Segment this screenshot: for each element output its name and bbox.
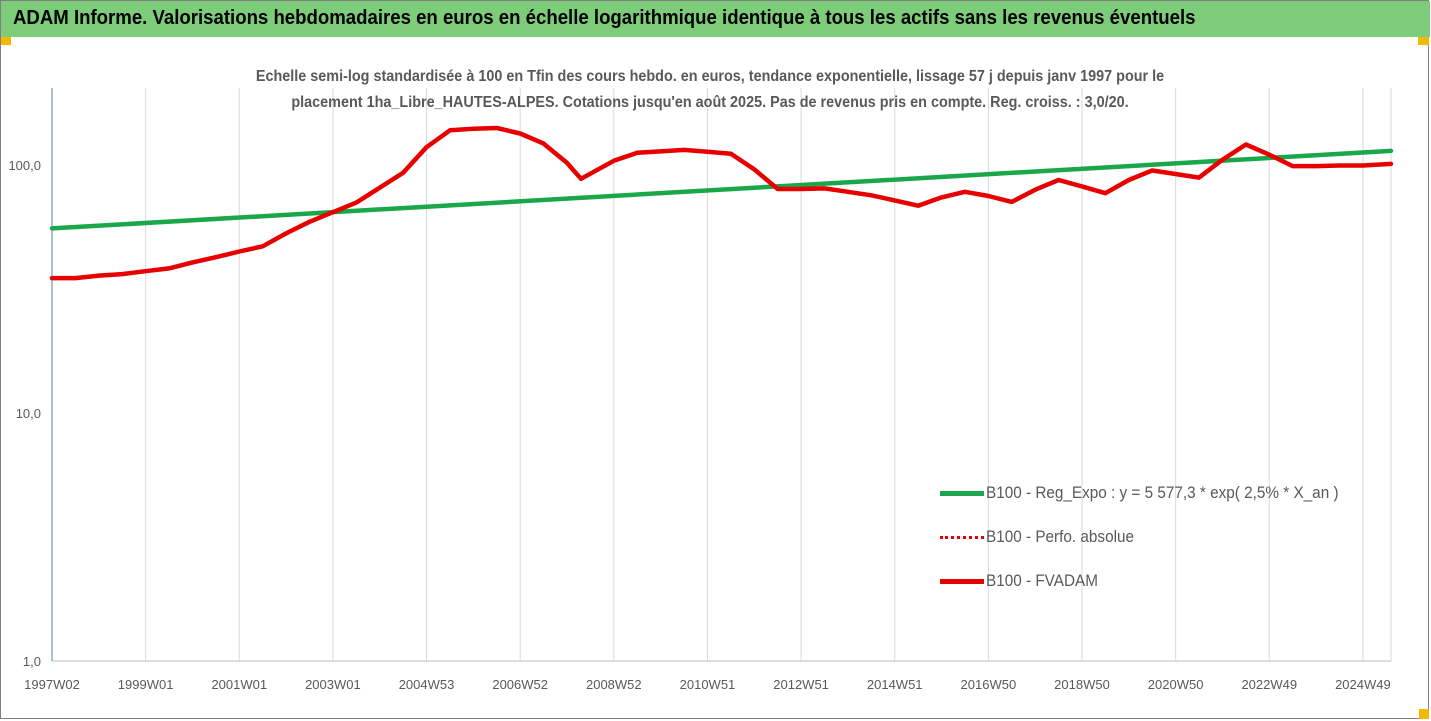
corner-accent-bottom-right [1419,709,1429,719]
legend-item-trend: B100 - Reg_Expo : y = 5 577,3 * exp( 2,5… [940,482,1410,506]
legend-item-fvadam: B100 - FVADAM [940,570,1410,594]
series-line-0 [49,148,1394,231]
x-tick-label: 2014W51 [867,677,923,692]
legend: B100 - Reg_Expo : y = 5 577,3 * exp( 2,5… [940,480,1410,600]
y-tick-label: 10,0 [16,406,41,421]
y-tick-label: 100,0 [8,158,41,173]
corner-accent-top-left [1,37,11,45]
legend-swatch-perfo [940,536,984,539]
x-tick-label: 2012W51 [773,677,829,692]
page-title: ADAM Informe. Valorisations hebdomadaire… [13,7,1196,29]
x-tick-label: 1999W01 [118,677,174,692]
series-line-2 [49,125,1394,281]
x-tick-label: 2016W50 [961,677,1017,692]
legend-swatch-fvadam [940,579,984,584]
x-tick-label: 2004W53 [399,677,455,692]
x-tick-label: 2022W49 [1241,677,1297,692]
x-tick-label: 2008W52 [586,677,642,692]
x-tick-label: 2018W50 [1054,677,1110,692]
x-tick-label: 2003W01 [305,677,361,692]
series-layer [49,125,1394,281]
axis-layer [51,88,1391,662]
y-tick-label: 1,0 [23,654,41,669]
legend-swatch-trend [940,491,984,496]
chart-title-line-2: placement 1ha_Libre_HAUTES-ALPES. Cotati… [291,94,1129,111]
chart-title-line-1: Echelle semi-log standardisée à 100 en T… [255,68,1165,85]
corner-accent-top-right [1418,37,1429,45]
x-tick-label: 2020W50 [1148,677,1204,692]
legend-label-trend: B100 - Reg_Expo : y = 5 577,3 * exp( 2,5… [986,483,1339,502]
x-tick-label: 2024W49 [1335,677,1391,692]
chart-title: Echelle semi-log standardisée à 100 en T… [206,64,1214,116]
x-tick-label: 2010W51 [680,677,736,692]
x-tick-label: 2001W01 [211,677,267,692]
x-tick-label: 2006W52 [492,677,548,692]
legend-label-fvadam: B100 - FVADAM [986,571,1098,590]
legend-label-perfo: B100 - Perfo. absolue [986,527,1135,546]
header-bar: ADAM Informe. Valorisations hebdomadaire… [1,1,1430,37]
legend-item-perfo: B100 - Perfo. absolue [940,526,1410,550]
x-tick-label: 1997W02 [24,677,80,692]
tick-labels-layer: 1997W02 1999W01 2001W01 2003W01 2004W53 2006W… [8,158,1390,692]
grid-layer [145,88,1392,661]
